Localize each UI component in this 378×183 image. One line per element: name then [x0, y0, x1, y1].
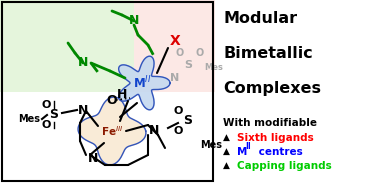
Text: ▲: ▲ — [223, 133, 230, 142]
Bar — [2, 2, 214, 181]
Text: ▲: ▲ — [223, 161, 230, 170]
Polygon shape — [78, 97, 146, 165]
Text: Complexes: Complexes — [223, 81, 321, 96]
Polygon shape — [119, 56, 170, 110]
Text: Bimetallic: Bimetallic — [223, 46, 313, 61]
Bar — [0, 92, 215, 183]
Bar — [215, 0, 378, 183]
Text: X: X — [170, 34, 180, 48]
Text: H: H — [117, 89, 127, 102]
Text: Mes: Mes — [204, 64, 223, 72]
Text: II: II — [245, 142, 251, 151]
Text: Capping ligands: Capping ligands — [237, 161, 332, 171]
Text: Mes: Mes — [200, 140, 222, 150]
Bar — [133, 0, 215, 92]
Text: ▲: ▲ — [223, 147, 230, 156]
Text: Sixth ligands: Sixth ligands — [237, 133, 314, 143]
Text: O: O — [107, 94, 117, 107]
Text: N: N — [170, 73, 180, 83]
Text: O: O — [41, 120, 51, 130]
Text: M: M — [237, 147, 248, 157]
Text: S: S — [50, 109, 59, 122]
Bar — [0, 0, 133, 92]
Text: S: S — [184, 60, 192, 70]
Text: S: S — [183, 115, 192, 128]
Text: N: N — [78, 57, 88, 70]
Text: O: O — [176, 48, 184, 58]
Text: N: N — [149, 124, 159, 137]
Text: centres: centres — [256, 147, 303, 157]
Text: M$^{II}$: M$^{II}$ — [133, 75, 151, 91]
Text: O: O — [41, 100, 51, 110]
Text: N: N — [78, 104, 88, 117]
Text: Mes: Mes — [18, 114, 40, 124]
Text: With modifiable: With modifiable — [223, 118, 318, 128]
Text: N: N — [129, 14, 139, 27]
Text: O: O — [173, 106, 183, 116]
Text: Modular: Modular — [223, 11, 297, 26]
Text: O: O — [173, 126, 183, 136]
Text: Fe$^{III}$: Fe$^{III}$ — [101, 124, 123, 138]
Text: N: N — [88, 152, 98, 165]
Text: O: O — [196, 48, 204, 58]
